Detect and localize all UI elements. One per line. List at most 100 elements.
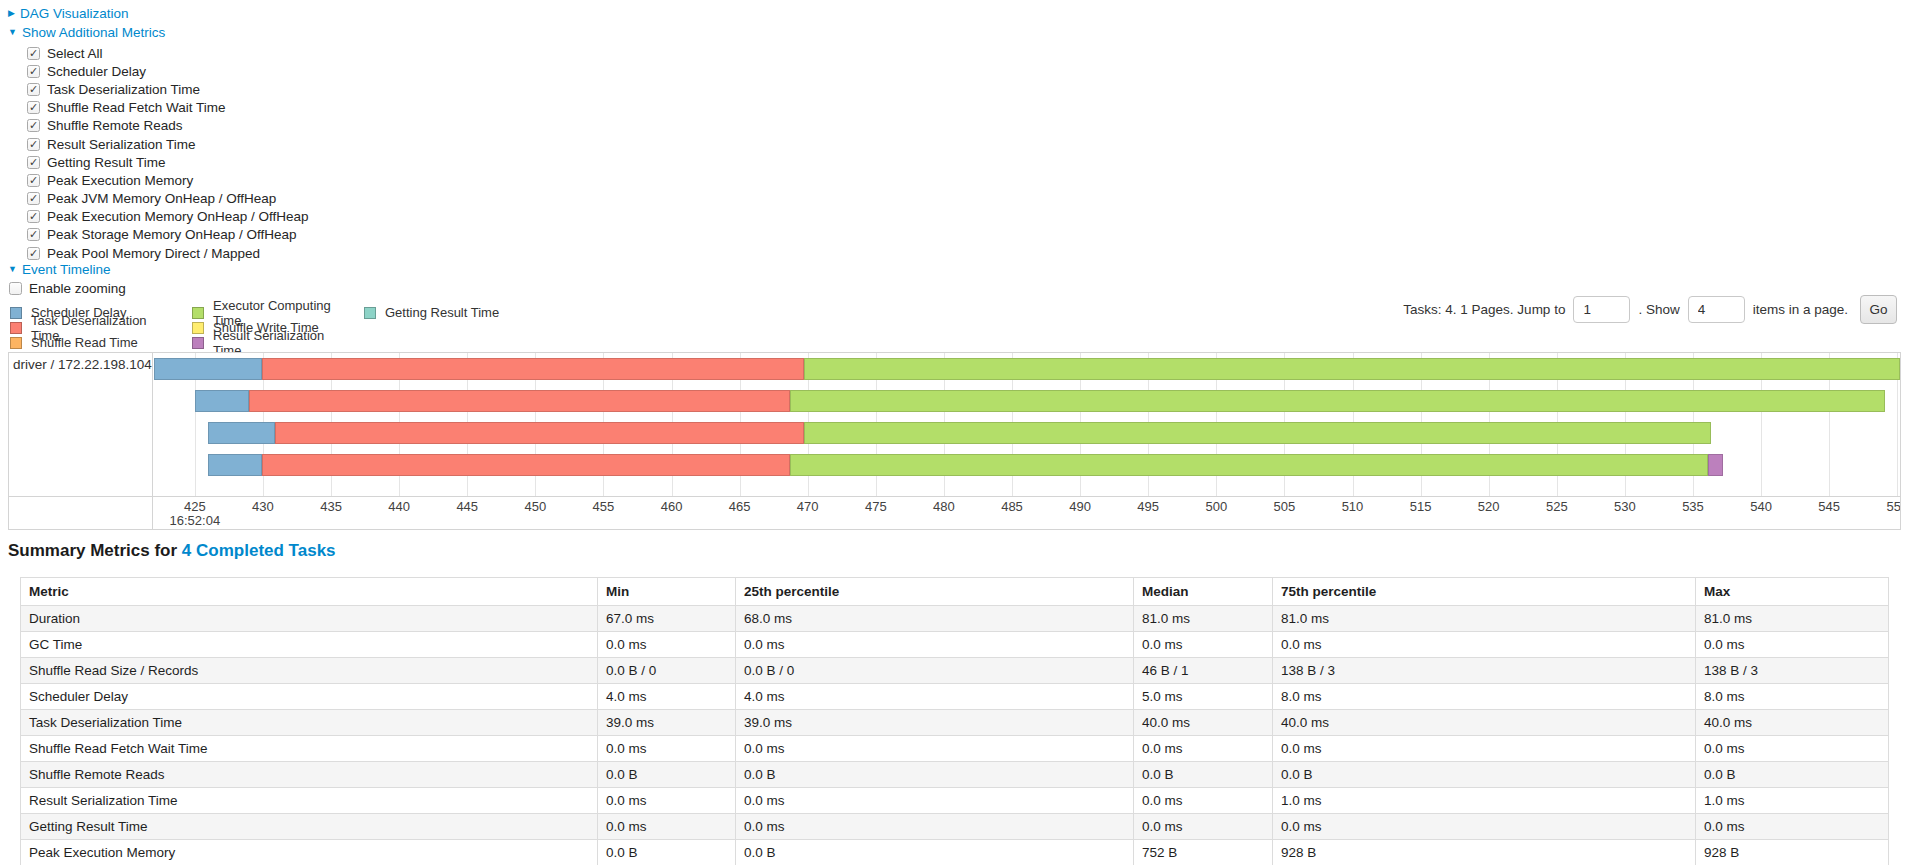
metric-checkbox-label: Peak Pool Memory Direct / Mapped: [47, 246, 260, 261]
timeline-bar-segment-scheduler-delay[interactable]: [208, 454, 261, 476]
metric-value-cell: 0.0 B: [1273, 762, 1696, 788]
metric-checkbox-row: Shuffle Remote Reads: [27, 117, 309, 135]
timeline-plot-area: 4254304354404454504554604654704754804854…: [154, 353, 1900, 529]
axis-tick-label: 505: [1262, 499, 1306, 514]
metric-value-cell: 0.0 B: [736, 762, 1134, 788]
metric-value-cell: 39.0 ms: [736, 710, 1134, 736]
metric-checkbox[interactable]: [27, 210, 40, 223]
metric-value-cell: 67.0 ms: [598, 606, 736, 632]
metric-value-cell: 0.0 ms: [1696, 736, 1889, 762]
metric-checkbox[interactable]: [27, 101, 40, 114]
dag-visualization-link[interactable]: DAG Visualization: [20, 6, 129, 21]
event-timeline-link[interactable]: Event Timeline: [22, 262, 111, 277]
items-per-page-input[interactable]: [1688, 296, 1745, 323]
legend-column: Scheduler DelayTask Deserialization Time…: [10, 305, 170, 350]
metric-checkbox[interactable]: [27, 228, 40, 241]
show-text: . Show: [1638, 302, 1679, 317]
metric-checkbox-row: Select All: [27, 44, 309, 62]
metric-value-cell: 4.0 ms: [736, 684, 1134, 710]
metric-checkbox[interactable]: [27, 65, 40, 78]
axis-tick-label: 540: [1739, 499, 1783, 514]
metric-checkbox[interactable]: [27, 174, 40, 187]
metric-value-cell: 752 B: [1134, 840, 1273, 865]
metric-value-cell: 8.0 ms: [1273, 684, 1696, 710]
table-row: Getting Result Time0.0 ms0.0 ms0.0 ms0.0…: [21, 814, 1889, 840]
timeline-bar-segment-executor-computing[interactable]: [790, 454, 1708, 476]
table-row: Peak Execution Memory0.0 B0.0 B752 B928 …: [21, 840, 1889, 865]
axis-tick-label: 545: [1807, 499, 1851, 514]
metric-value-cell: 0.0 B / 0: [598, 658, 736, 684]
additional-metrics-checkbox-list: Select AllScheduler DelayTask Deserializ…: [27, 44, 309, 262]
timeline-bar-segment-scheduler-delay[interactable]: [195, 390, 249, 412]
metric-value-cell: 0.0 ms: [1696, 814, 1889, 840]
legend-swatch-result-serialization: [192, 337, 204, 349]
metric-checkbox-label: Peak Execution Memory: [47, 173, 193, 188]
timeline-bar-segment-task-deserialization[interactable]: [262, 454, 790, 476]
metric-value-cell: 928 B: [1696, 840, 1889, 865]
axis-tick-label: 530: [1603, 499, 1647, 514]
timeline-bar-segment-executor-computing[interactable]: [790, 390, 1885, 412]
metric-checkbox[interactable]: [27, 192, 40, 205]
legend-swatch-scheduler-delay: [10, 307, 22, 319]
metric-checkbox[interactable]: [27, 138, 40, 151]
metric-checkbox-label: Peak Execution Memory OnHeap / OffHeap: [47, 209, 309, 224]
timeline-bar-segment-result-serialization[interactable]: [1708, 454, 1723, 476]
table-row: Scheduler Delay4.0 ms4.0 ms5.0 ms8.0 ms8…: [21, 684, 1889, 710]
timeline-bar-segment-executor-computing[interactable]: [804, 358, 1900, 380]
legend-item: Result Serialization Time: [192, 335, 342, 350]
summary-column-header: 25th percentile: [736, 578, 1134, 606]
metric-value-cell: 0.0 B: [1134, 762, 1273, 788]
timeline-bar-segment-scheduler-delay[interactable]: [154, 358, 262, 380]
jump-to-page-input[interactable]: [1573, 296, 1630, 323]
show-additional-metrics-link[interactable]: Show Additional Metrics: [22, 25, 165, 40]
legend-swatch-executor-computing: [192, 307, 204, 319]
metric-value-cell: 0.0 ms: [1273, 632, 1696, 658]
metric-checkbox[interactable]: [27, 47, 40, 60]
event-timeline-toggle[interactable]: ▼ Event Timeline: [8, 262, 110, 277]
axis-tick-label: 510: [1331, 499, 1375, 514]
dag-visualization-toggle[interactable]: ▶ DAG Visualization: [8, 6, 128, 21]
metric-name-cell: GC Time: [21, 632, 598, 658]
axis-tick-label: 490: [1058, 499, 1102, 514]
go-button[interactable]: Go: [1860, 295, 1897, 324]
metric-value-cell: 138 B / 3: [1273, 658, 1696, 684]
metric-name-cell: Task Deserialization Time: [21, 710, 598, 736]
summary-column-header: Min: [598, 578, 736, 606]
legend-column: Getting Result Time: [364, 305, 499, 350]
metric-value-cell: 81.0 ms: [1134, 606, 1273, 632]
tasks-count-text: Tasks: 4. 1 Pages. Jump to: [1403, 302, 1565, 317]
metric-value-cell: 39.0 ms: [598, 710, 736, 736]
metric-checkbox[interactable]: [27, 156, 40, 169]
metric-value-cell: 0.0 ms: [736, 632, 1134, 658]
metric-checkbox-row: Peak Execution Memory OnHeap / OffHeap: [27, 208, 309, 226]
table-row: Shuffle Read Size / Records0.0 B / 00.0 …: [21, 658, 1889, 684]
metric-value-cell: 0.0 ms: [1134, 814, 1273, 840]
legend-label: Getting Result Time: [385, 305, 499, 320]
legend-item: Executor Computing Time: [192, 305, 342, 320]
completed-tasks-link[interactable]: 4 Completed Tasks: [182, 541, 336, 560]
metric-checkbox[interactable]: [27, 119, 40, 132]
legend-item: Getting Result Time: [364, 305, 499, 320]
axis-tick-label: 525: [1535, 499, 1579, 514]
metric-name-cell: Result Serialization Time: [21, 788, 598, 814]
axis-tick-label: 480: [922, 499, 966, 514]
timeline-bar-segment-task-deserialization[interactable]: [249, 390, 790, 412]
metric-checkbox[interactable]: [27, 83, 40, 96]
axis-tick-label: 425: [173, 499, 217, 514]
axis-tick-label: 430: [241, 499, 285, 514]
metric-value-cell: 40.0 ms: [1273, 710, 1696, 736]
metric-checkbox[interactable]: [27, 247, 40, 260]
timeline-bar-segment-task-deserialization[interactable]: [275, 422, 803, 444]
timeline-bar-segment-executor-computing[interactable]: [804, 422, 1711, 444]
summary-table-header-row: MetricMin25th percentileMedian75th perce…: [21, 578, 1889, 606]
timeline-bar-segment-scheduler-delay[interactable]: [208, 422, 275, 444]
show-additional-metrics-toggle[interactable]: ▼ Show Additional Metrics: [8, 25, 165, 40]
legend-label: Shuffle Read Time: [31, 335, 138, 350]
axis-tick-label: 520: [1467, 499, 1511, 514]
legend-swatch-shuffle-write: [192, 322, 204, 334]
table-row: GC Time0.0 ms0.0 ms0.0 ms0.0 ms0.0 ms: [21, 632, 1889, 658]
metric-name-cell: Shuffle Read Fetch Wait Time: [21, 736, 598, 762]
metric-value-cell: 0.0 ms: [736, 814, 1134, 840]
enable-zooming-checkbox[interactable]: [9, 282, 22, 295]
timeline-bar-segment-task-deserialization[interactable]: [262, 358, 804, 380]
